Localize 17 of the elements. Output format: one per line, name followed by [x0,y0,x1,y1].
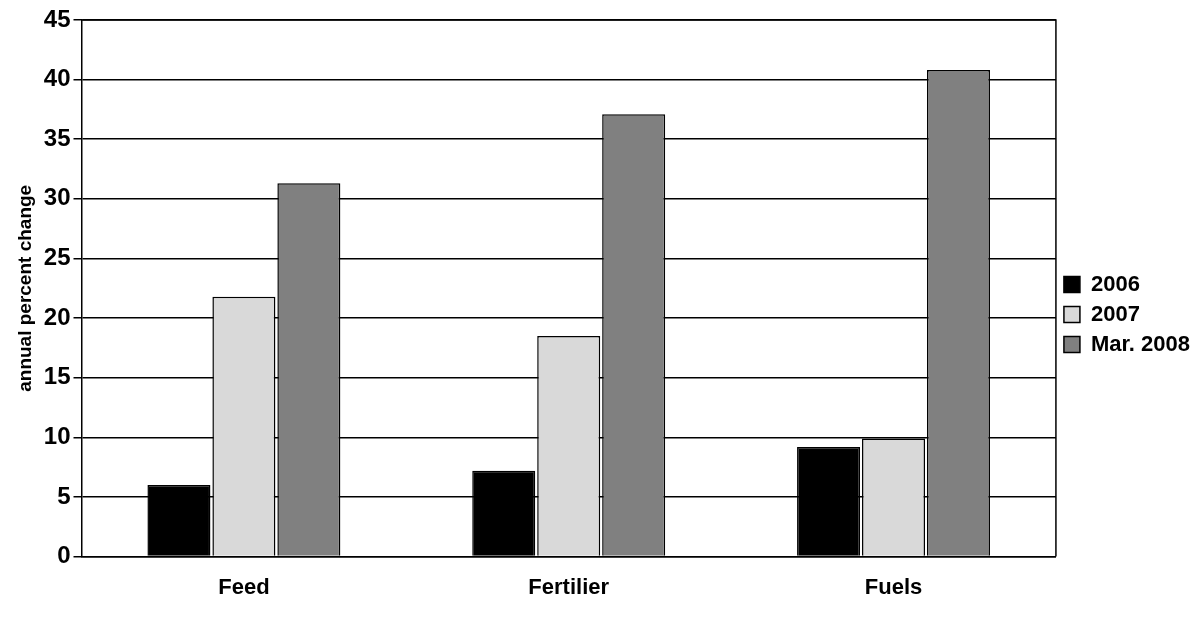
legend-label: Mar. 2008 [1090,330,1190,356]
y-tick-label: 5 [57,481,71,509]
y-tick-label: 30 [43,183,71,211]
legend-label: 2007 [1090,300,1140,326]
y-tick-label: 15 [43,362,71,390]
y-tick-label: 25 [43,243,71,271]
y-axis-title: annual percent change [13,184,35,392]
legend-label: 2006 [1090,270,1140,296]
y-tick-label: 45 [43,4,71,32]
x-tick-label: Fertilier [528,573,610,599]
y-tick-label: 20 [43,302,71,330]
y-tick-label: 0 [57,541,71,569]
y-tick-label: 40 [43,64,71,92]
y-tick-label: 35 [43,123,71,151]
x-tick-label: Fuels [864,573,923,599]
x-tick-label: Feed [218,573,270,599]
y-tick-label: 10 [43,421,71,449]
